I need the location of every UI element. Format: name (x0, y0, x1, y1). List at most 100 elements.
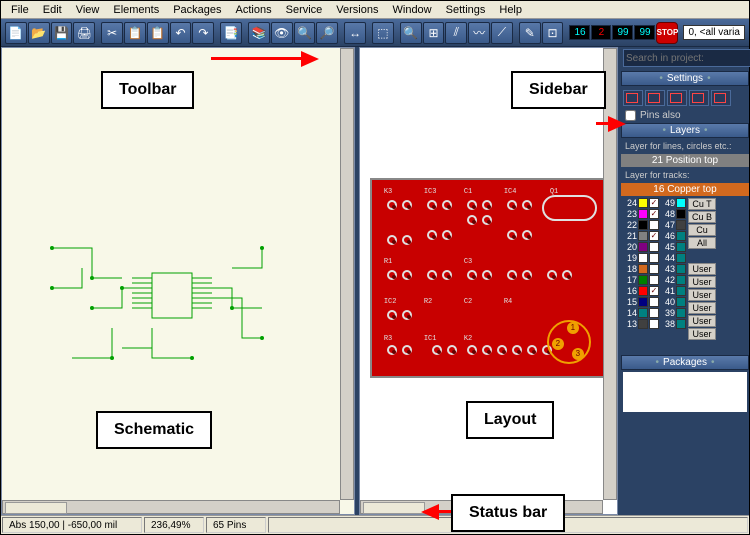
layer-filter-2[interactable]: Cu (688, 224, 716, 236)
toolbar-btn-24[interactable]: ⫽ (445, 22, 467, 44)
toolbar-btn-21 (395, 22, 399, 44)
toolbar-btn-25[interactable]: 〰 (468, 22, 490, 44)
layer-21[interactable]: 21✓ (623, 231, 659, 241)
layer-42[interactable]: 42 (661, 275, 686, 285)
menu-service[interactable]: Service (280, 2, 329, 18)
menu-packages[interactable]: Packages (167, 2, 227, 18)
layer-44[interactable]: 44 (661, 253, 686, 263)
layer-filter-5[interactable]: User (688, 263, 716, 275)
toolbar-btn-3[interactable]: 🖨 (73, 22, 95, 44)
layer-43[interactable]: 43 (661, 264, 686, 274)
cursor-mode-5[interactable] (711, 90, 731, 106)
toolbar-btn-2[interactable]: 💾 (51, 22, 73, 44)
layer-filter-3[interactable]: All (688, 237, 716, 249)
schematic-scroll-vertical[interactable] (340, 48, 354, 500)
pcb-board[interactable]: K3IC3C1IC4Q1R1C3IC2C2R2R4R3IC1K2123 (370, 178, 610, 378)
toolbar-btn-26[interactable]: ⟋ (491, 22, 513, 44)
layer-24[interactable]: 24✓ (623, 198, 659, 208)
layer-lines-active[interactable]: 21 Position top (621, 154, 749, 167)
cursor-mode-4[interactable] (689, 90, 709, 106)
variant-selector[interactable]: 0, <all varia (683, 25, 744, 40)
pcb-pad (507, 200, 517, 210)
pins-also-label: Pins also (640, 110, 681, 121)
pcb-pad (527, 345, 537, 355)
silk-R3: R3 (384, 335, 392, 343)
toolbar-btn-8[interactable]: ↶ (170, 22, 192, 44)
pcb-pad (482, 270, 492, 280)
layer-40[interactable]: 40 (661, 297, 686, 307)
toolbar-btn-11[interactable]: 📑 (220, 22, 242, 44)
layer-filter-10[interactable]: User (688, 328, 716, 340)
toolbar-btn-28[interactable]: ✎ (519, 22, 541, 44)
layer-13[interactable]: 13 (623, 319, 659, 329)
layer-41[interactable]: 41 (661, 286, 686, 296)
layer-14[interactable]: 14 (623, 308, 659, 318)
toolbar-btn-18[interactable]: ↔ (344, 22, 366, 44)
layer-45[interactable]: 45 (661, 242, 686, 252)
menu-elements[interactable]: Elements (107, 2, 165, 18)
schematic-scroll-horizontal[interactable] (2, 500, 340, 514)
toolbar-btn-14[interactable]: 👁 (271, 22, 293, 44)
toolbar-btn-23[interactable]: ⊞ (423, 22, 445, 44)
toolbar-btn-9[interactable]: ↷ (192, 22, 214, 44)
layer-filter-6[interactable]: User (688, 276, 716, 288)
layer-20[interactable]: 20 (623, 242, 659, 252)
toolbar-btn-6[interactable]: 📋 (124, 22, 146, 44)
pcb-pad (427, 270, 437, 280)
layer-18[interactable]: 18 (623, 264, 659, 274)
toolbar-btn-29[interactable]: ⊡ (542, 22, 564, 44)
packages-list[interactable] (623, 372, 747, 412)
layer-15[interactable]: 15 (623, 297, 659, 307)
cursor-mode-1[interactable] (623, 90, 643, 106)
toolbar-btn-0[interactable]: 📄 (5, 22, 27, 44)
silk-C2: C2 (464, 298, 472, 306)
toolbar-btn-15[interactable]: 🔍 (294, 22, 316, 44)
layer-22[interactable]: 22 (623, 220, 659, 230)
menu-actions[interactable]: Actions (230, 2, 278, 18)
pins-also-checkbox[interactable] (625, 110, 636, 121)
toolbar-btn-7[interactable]: 📋 (147, 22, 169, 44)
layer-49[interactable]: 49 (661, 198, 686, 208)
toolbar-btn-22[interactable]: 🔍 (400, 22, 422, 44)
layer-38[interactable]: 38 (661, 319, 686, 329)
layer-47[interactable]: 47 (661, 220, 686, 230)
settings-header[interactable]: Settings (621, 71, 749, 86)
stop-button[interactable]: STOP (656, 22, 678, 44)
menu-edit[interactable]: Edit (37, 2, 68, 18)
layer-48[interactable]: 48 (661, 209, 686, 219)
layer-tracks-label: Layer for tracks: (621, 169, 749, 181)
pcb-pad (507, 230, 517, 240)
menu-window[interactable]: Window (387, 2, 438, 18)
layout-panel[interactable]: K3IC3C1IC4Q1R1C3IC2C2R2R4R3IC1K2123 (359, 47, 618, 515)
layer-filter-9[interactable]: User (688, 315, 716, 327)
toolbar-btn-13[interactable]: 📚 (248, 22, 270, 44)
toolbar-btn-30 (564, 22, 568, 44)
menu-settings[interactable]: Settings (440, 2, 492, 18)
layer-23[interactable]: 23✓ (623, 209, 659, 219)
pcb-pad (467, 215, 477, 225)
toolbar-btn-20[interactable]: ⬚ (372, 22, 394, 44)
layer-tracks-active[interactable]: 16 Copper top (621, 183, 749, 196)
cursor-mode-2[interactable] (645, 90, 665, 106)
layer-39[interactable]: 39 (661, 308, 686, 318)
menu-file[interactable]: File (5, 2, 35, 18)
toolbar-btn-1[interactable]: 📂 (28, 22, 50, 44)
layer-19[interactable]: 19 (623, 253, 659, 263)
layers-grid: 24✓23✓2221✓2019181716✓151413 49484746454… (621, 198, 749, 353)
layer-filter-8[interactable]: User (688, 302, 716, 314)
cursor-mode-3[interactable] (667, 90, 687, 106)
layer-filter-0[interactable]: Cu T (688, 198, 716, 210)
search-input[interactable] (623, 49, 750, 67)
layer-46[interactable]: 46 (661, 231, 686, 241)
toolbar-btn-5[interactable]: ✂ (101, 22, 123, 44)
layers-header[interactable]: Layers (621, 123, 749, 138)
toolbar-btn-16[interactable]: 🔎 (316, 22, 338, 44)
packages-header[interactable]: Packages (621, 355, 749, 370)
menu-versions[interactable]: Versions (330, 2, 384, 18)
layer-filter-7[interactable]: User (688, 289, 716, 301)
layer-filter-1[interactable]: Cu B (688, 211, 716, 223)
menu-help[interactable]: Help (493, 2, 528, 18)
layer-17[interactable]: 17 (623, 275, 659, 285)
menu-view[interactable]: View (70, 2, 106, 18)
layer-16[interactable]: 16✓ (623, 286, 659, 296)
